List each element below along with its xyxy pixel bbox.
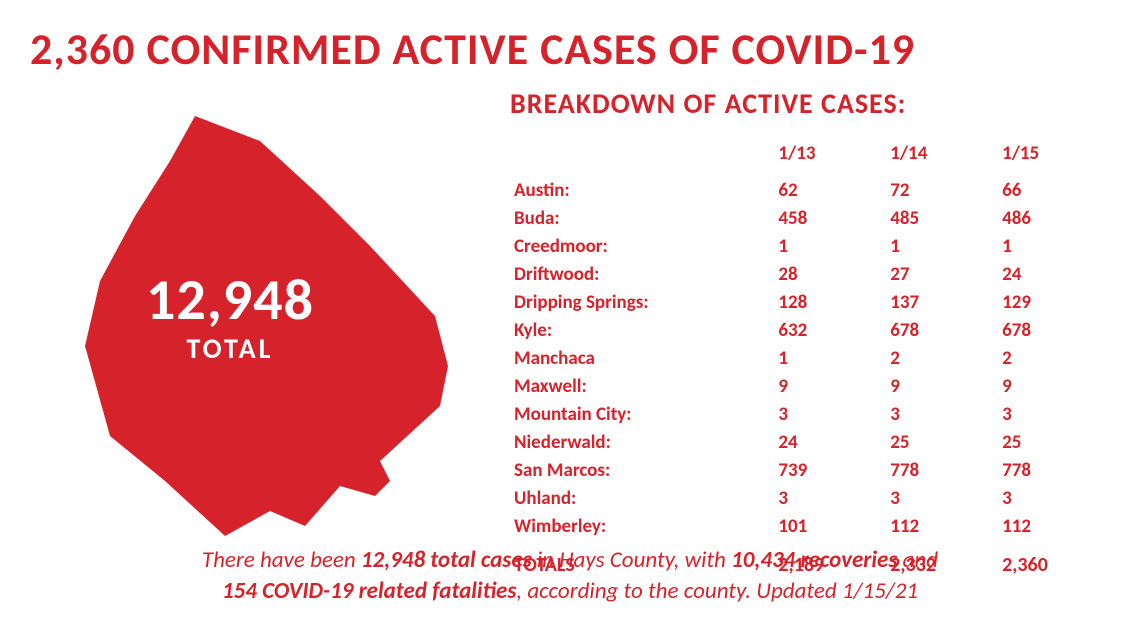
table-row: Driftwood:282724 xyxy=(510,261,1110,289)
footer-summary: There have been 12,948 total cases in Ha… xyxy=(0,545,1140,607)
table-row: Niederwald:242525 xyxy=(510,429,1110,457)
city-cell: Dripping Springs: xyxy=(510,289,774,317)
table-row: Creedmoor:111 xyxy=(510,233,1110,261)
value-cell: 3 xyxy=(886,485,998,513)
value-cell: 25 xyxy=(886,429,998,457)
value-cell: 3 xyxy=(998,485,1110,513)
value-cell: 1 xyxy=(774,233,886,261)
value-cell: 778 xyxy=(886,457,998,485)
value-cell: 25 xyxy=(998,429,1110,457)
footer-t1: There have been xyxy=(202,546,361,574)
value-cell: 486 xyxy=(998,205,1110,233)
value-cell: 27 xyxy=(886,261,998,289)
table-row: Buda:458485486 xyxy=(510,205,1110,233)
map-total-number: 12,948 xyxy=(100,271,360,329)
table-row: Mountain City:333 xyxy=(510,401,1110,429)
table-title: BREAKDOWN OF ACTIVE CASES: xyxy=(510,86,1110,121)
map-panel: 12,948 TOTAL xyxy=(30,86,500,579)
value-cell: 3 xyxy=(774,485,886,513)
footer-b2: 10,434 recoveries xyxy=(731,546,897,574)
table-row: Kyle:632678678 xyxy=(510,317,1110,345)
city-cell: Austin: xyxy=(510,177,774,205)
value-cell: 1 xyxy=(774,345,886,373)
value-cell: 24 xyxy=(774,429,886,457)
date-col-3: 1/15 xyxy=(998,139,1110,177)
value-cell: 137 xyxy=(886,289,998,317)
value-cell: 72 xyxy=(886,177,998,205)
city-cell: Niederwald: xyxy=(510,429,774,457)
footer-b3: 154 COVID-19 related fatalities xyxy=(222,577,516,605)
city-cell: Wimberley: xyxy=(510,513,774,541)
value-cell: 9 xyxy=(998,373,1110,401)
table-panel: BREAKDOWN OF ACTIVE CASES: 1/13 1/14 1/1… xyxy=(500,86,1110,579)
table-row: Uhland:333 xyxy=(510,485,1110,513)
date-col-2: 1/14 xyxy=(886,139,998,177)
city-cell: Mountain City: xyxy=(510,401,774,429)
footer-t4: , according to the county. Updated 1/15/… xyxy=(516,577,918,605)
value-cell: 678 xyxy=(998,317,1110,345)
value-cell: 9 xyxy=(774,373,886,401)
table-row: Manchaca122 xyxy=(510,345,1110,373)
date-col-1: 1/13 xyxy=(774,139,886,177)
value-cell: 739 xyxy=(774,457,886,485)
table-row: Dripping Springs:128137129 xyxy=(510,289,1110,317)
city-cell: Maxwell: xyxy=(510,373,774,401)
value-cell: 3 xyxy=(886,401,998,429)
table-row: Wimberley:101112112 xyxy=(510,513,1110,541)
map-total-label: TOTAL xyxy=(100,331,360,366)
value-cell: 485 xyxy=(886,205,998,233)
value-cell: 678 xyxy=(886,317,998,345)
map-label-block: 12,948 TOTAL xyxy=(100,271,360,366)
headline: 2,360 CONFIRMED ACTIVE CASES OF COVID-19 xyxy=(0,0,1140,76)
value-cell: 112 xyxy=(998,513,1110,541)
cases-table: 1/13 1/14 1/15 Austin:627266Buda:4584854… xyxy=(510,139,1110,579)
table-header-row: 1/13 1/14 1/15 xyxy=(510,139,1110,177)
city-cell: Kyle: xyxy=(510,317,774,345)
value-cell: 9 xyxy=(886,373,998,401)
value-cell: 101 xyxy=(774,513,886,541)
value-cell: 66 xyxy=(998,177,1110,205)
value-cell: 2 xyxy=(998,345,1110,373)
value-cell: 128 xyxy=(774,289,886,317)
value-cell: 2 xyxy=(886,345,998,373)
city-cell: Manchaca xyxy=(510,345,774,373)
city-cell: Buda: xyxy=(510,205,774,233)
value-cell: 28 xyxy=(774,261,886,289)
value-cell: 62 xyxy=(774,177,886,205)
table-row: San Marcos:739778778 xyxy=(510,457,1110,485)
value-cell: 458 xyxy=(774,205,886,233)
value-cell: 129 xyxy=(998,289,1110,317)
value-cell: 1 xyxy=(998,233,1110,261)
value-cell: 3 xyxy=(774,401,886,429)
city-cell: Creedmoor: xyxy=(510,233,774,261)
value-cell: 3 xyxy=(998,401,1110,429)
city-cell: San Marcos: xyxy=(510,457,774,485)
table-row: Maxwell:999 xyxy=(510,373,1110,401)
footer-b1: 12,948 total cases xyxy=(361,546,532,574)
value-cell: 778 xyxy=(998,457,1110,485)
city-cell: Uhland: xyxy=(510,485,774,513)
value-cell: 1 xyxy=(886,233,998,261)
value-cell: 632 xyxy=(774,317,886,345)
footer-t3: and xyxy=(897,546,938,574)
table-row: Austin:627266 xyxy=(510,177,1110,205)
value-cell: 24 xyxy=(998,261,1110,289)
footer-t2: in Hays County, with xyxy=(532,546,731,574)
city-cell: Driftwood: xyxy=(510,261,774,289)
content-row: 12,948 TOTAL BREAKDOWN OF ACTIVE CASES: … xyxy=(0,76,1140,579)
value-cell: 112 xyxy=(886,513,998,541)
